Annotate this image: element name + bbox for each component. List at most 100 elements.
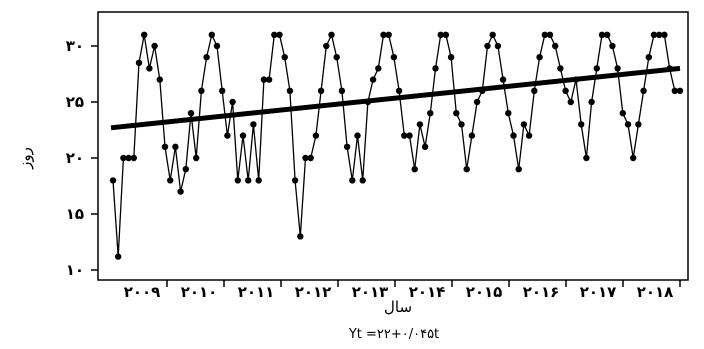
data-point [598,31,606,38]
data-point [198,87,205,95]
data-point [510,132,517,139]
x-tick-label: ۲۰۱۶ [523,283,560,301]
x-tick-label: ۲۰۰۹ [124,283,161,301]
data-point [333,54,340,61]
data-point [146,65,153,72]
trend-series [110,65,681,131]
data-point [437,31,444,38]
data-point [453,110,460,117]
data-point [593,65,600,72]
data-point [245,177,252,184]
trend-line [110,65,681,131]
data-point [239,132,247,139]
data-point [671,87,678,95]
data-point [661,31,668,38]
data-point [291,177,299,184]
x-tick-label: ۲۰۱۳ [352,283,389,301]
data-point [193,154,200,162]
data-point [583,154,590,162]
data-point [578,121,585,128]
data-point [156,76,163,83]
data-point [395,87,403,95]
trend-equation: Yt =۲۲+۰/۰۴۵t [348,327,439,342]
data-point [520,121,528,128]
data-point [614,65,621,72]
data-point [312,132,320,139]
data-point [406,132,413,139]
data-point [125,154,132,162]
data-point [531,87,538,95]
data-point [499,76,507,83]
data-point [151,42,158,50]
data-point [260,76,268,83]
data-point [265,76,273,83]
data-point [250,121,257,128]
data-point [297,233,304,240]
data-point [656,31,663,38]
data-point [640,87,647,95]
data-point [588,98,595,106]
data-point [468,132,476,139]
x-tick-label: ۲۰۱۲ [295,283,332,301]
data-point [484,42,491,50]
data-point [432,65,439,72]
data-point [349,177,356,184]
data-point [286,87,294,95]
x-tick-label: ۲۰۱۵ [466,283,503,301]
x-tick-label: ۲۰۱۰ [181,283,218,301]
data-point [307,154,314,162]
data-point [421,143,429,150]
y-tick-label: ۱۰ [66,261,84,279]
data-point [416,121,424,128]
data-point [135,59,143,66]
data-point [120,154,127,162]
data-point [630,154,637,162]
y-axis-title: روز [16,147,34,170]
data-point [541,31,548,38]
data-point [401,132,408,139]
data-point [635,121,642,128]
data-point [567,98,574,106]
data-point [609,42,616,50]
data-point [525,132,533,139]
data-point [354,132,361,139]
plot-frame [97,11,689,281]
data-point [515,166,522,173]
data-point [203,54,210,61]
data-point [229,98,236,106]
observed-series [109,31,684,260]
data-point [536,54,543,61]
data-point [161,143,169,150]
x-tick-label: ۲۰۱۷ [580,283,617,301]
x-tick-label: ۲۰۱۴ [409,283,446,301]
y-tick-label: ۲۰ [66,149,84,167]
data-point [234,177,241,184]
data-point [489,31,496,38]
data-point [317,87,325,95]
data-point [562,87,569,95]
data-point [255,177,262,184]
data-point [208,31,215,38]
data-point [130,154,137,162]
data-point [338,87,346,95]
data-point [167,177,174,184]
data-point [552,42,559,50]
data-point [271,31,278,38]
data-point [172,143,179,150]
data-point [557,65,564,72]
y-tick-label: ۱۵ [66,205,84,223]
x-axis-title: سال [384,298,412,316]
data-point [375,65,382,72]
data-point [473,98,481,106]
data-point [281,54,288,61]
data-point [213,42,221,50]
observed-line [112,32,680,257]
data-point [141,31,148,38]
data-point [390,54,398,61]
x-tick-label: ۲۰۱۸ [637,283,674,301]
data-point [219,87,226,95]
data-point [442,31,450,38]
data-point [463,166,470,173]
data-point [619,110,626,117]
